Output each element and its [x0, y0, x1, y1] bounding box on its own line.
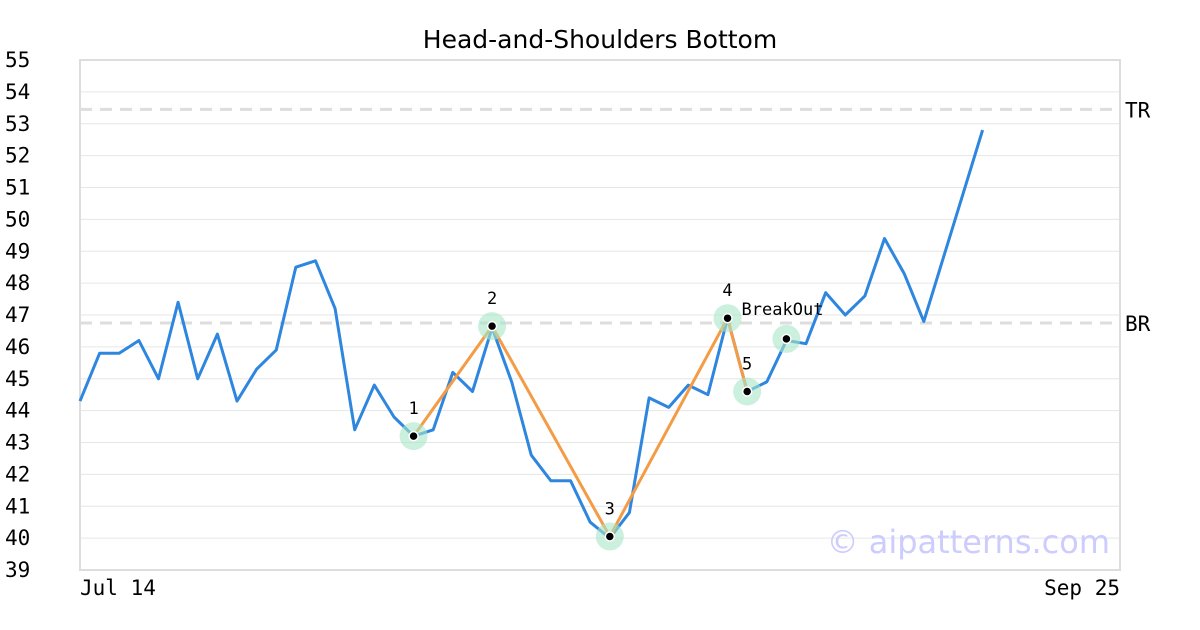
y-tick-label: 46 — [5, 335, 30, 359]
pattern-labels: 1 2 3 4 5 BreakOut — [408, 281, 823, 519]
pattern-point-4-dot — [722, 312, 733, 324]
y-tick-label: 50 — [5, 207, 30, 231]
price-series — [78, 129, 985, 540]
price-line — [78, 129, 985, 540]
x-axis-ticks: Jul 14 Sep 25 — [80, 576, 1120, 600]
reference-label-br: BR — [1125, 312, 1151, 336]
reference-lines: TR BR — [80, 98, 1151, 336]
y-axis-ticks: 39 40 41 42 43 44 45 46 47 48 49 50 51 52 53 54 55 — [5, 48, 30, 582]
y-tick-label: 49 — [5, 239, 30, 263]
reference-label-tr: TR — [1125, 98, 1151, 122]
pattern-label-3: 3 — [605, 500, 615, 520]
breakout-point-dot — [781, 333, 792, 345]
y-tick-label: 47 — [5, 303, 30, 327]
y-tick-label: 39 — [5, 558, 30, 582]
pattern-point-3-dot — [604, 531, 616, 542]
pattern-overlay — [399, 304, 801, 551]
x-tick-label: Sep 25 — [1044, 576, 1120, 600]
y-tick-label: 54 — [5, 80, 30, 104]
y-tick-label: 52 — [5, 144, 30, 168]
pattern-label-2: 2 — [487, 289, 497, 309]
y-tick-label: 48 — [5, 271, 30, 295]
y-tick-label: 41 — [5, 494, 30, 518]
chart-title: Head-and-Shoulders Bottom — [423, 25, 777, 54]
y-tick-label: 40 — [5, 526, 30, 550]
pattern-label-4: 4 — [722, 281, 732, 301]
watermark: © aipatterns.com — [827, 523, 1110, 561]
pattern-point-2-dot — [486, 320, 498, 332]
y-tick-label: 55 — [5, 48, 30, 72]
breakout-label: BreakOut — [742, 300, 824, 320]
pattern-label-5: 5 — [742, 355, 752, 375]
x-tick-label: Jul 14 — [80, 576, 156, 600]
pattern-label-1: 1 — [408, 399, 418, 419]
y-tick-label: 43 — [5, 431, 30, 455]
y-tick-label: 51 — [5, 176, 30, 200]
y-tick-label: 53 — [5, 112, 30, 136]
y-tick-label: 45 — [5, 367, 30, 391]
y-tick-label: 42 — [5, 462, 30, 486]
pattern-point-5-dot — [741, 386, 753, 397]
grid-lines — [80, 91, 1120, 539]
plot-frame — [79, 59, 1121, 571]
y-tick-label: 44 — [5, 399, 30, 423]
pattern-point-1-dot — [408, 430, 419, 442]
